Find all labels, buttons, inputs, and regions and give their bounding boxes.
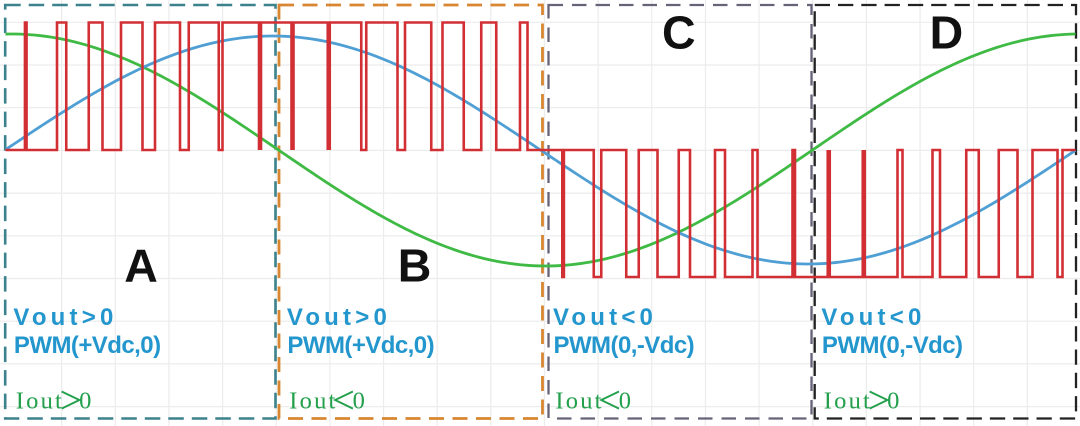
svg-text:0: 0 <box>79 387 93 414</box>
svg-text:PWM(0,-Vdc): PWM(0,-Vdc) <box>554 332 695 359</box>
svg-text:0: 0 <box>353 387 367 414</box>
svg-text:Vout>0: Vout>0 <box>287 304 391 331</box>
svg-text:Vout<0: Vout<0 <box>553 304 657 331</box>
svg-text:D: D <box>930 7 964 59</box>
svg-text:PWM(+Vdc,0): PWM(+Vdc,0) <box>287 332 434 359</box>
svg-text:C: C <box>662 7 696 59</box>
svg-text:B: B <box>398 239 432 291</box>
svg-text:A: A <box>124 239 158 291</box>
svg-text:0: 0 <box>619 387 633 414</box>
svg-text:Vout>0: Vout>0 <box>13 304 117 331</box>
svg-text:0: 0 <box>887 387 901 414</box>
svg-text:Iout: Iout <box>824 387 872 414</box>
svg-text:PWM(0,-Vdc): PWM(0,-Vdc) <box>822 332 963 359</box>
svg-text:PWM(+Vdc,0): PWM(+Vdc,0) <box>14 332 161 359</box>
svg-text:Iout: Iout <box>555 387 603 414</box>
svg-text:Vout<0: Vout<0 <box>821 304 925 331</box>
svg-text:Iout: Iout <box>16 387 64 414</box>
svg-text:Iout: Iout <box>289 387 337 414</box>
